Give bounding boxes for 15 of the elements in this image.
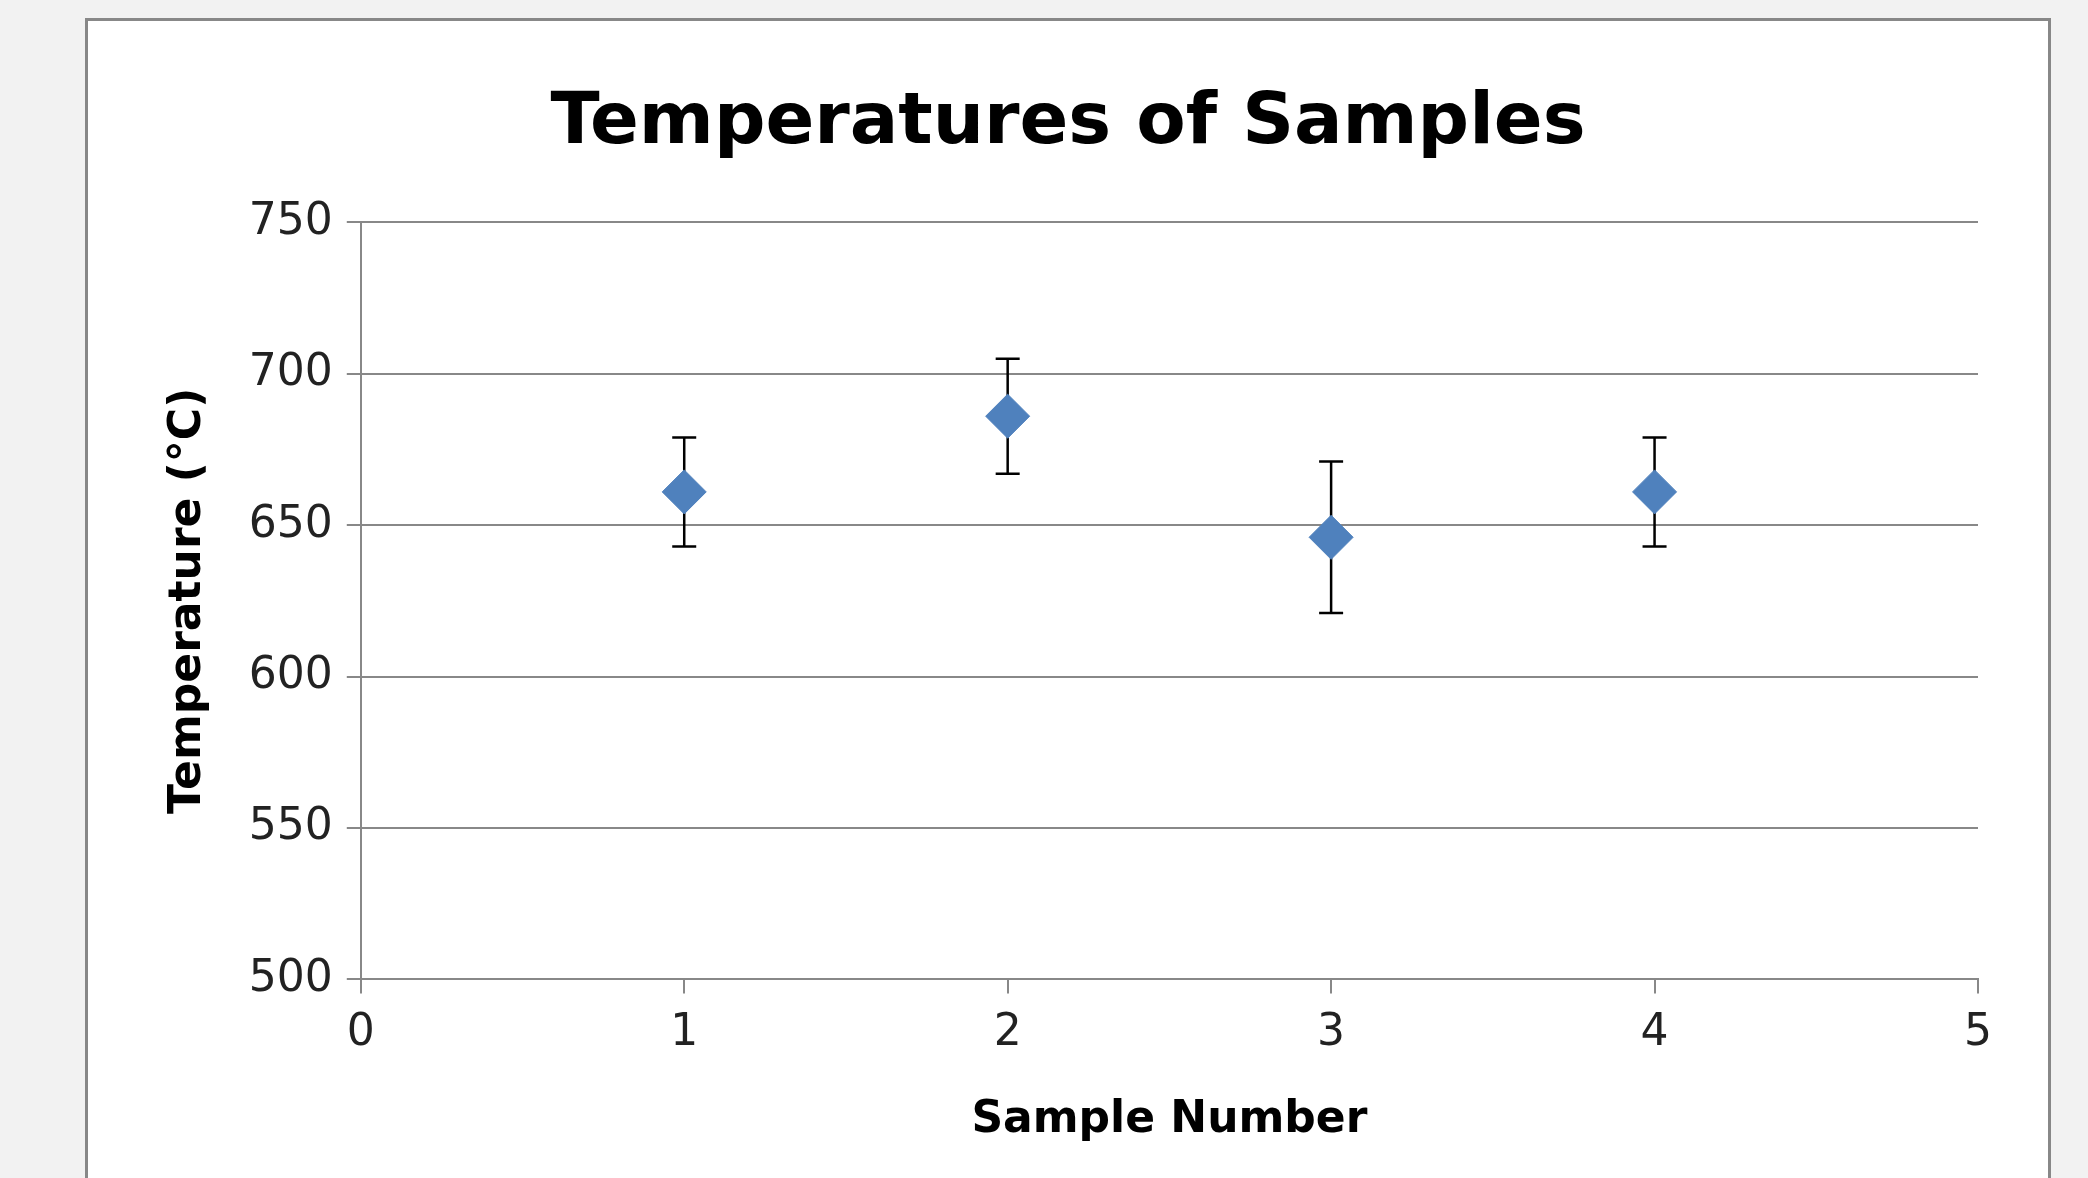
y-tick-label: 750 — [248, 192, 333, 244]
x-tick-label: 3 — [1317, 1004, 1346, 1056]
y-tick-label: 650 — [248, 495, 333, 547]
x-tick-label: 4 — [1640, 1004, 1669, 1056]
y-tick-label: 600 — [248, 647, 333, 699]
y-tick-label: 700 — [248, 344, 333, 396]
y-tick-label: 550 — [248, 798, 333, 850]
x-tick-label: 0 — [346, 1004, 375, 1056]
y-tick-label: 500 — [248, 949, 333, 1001]
x-tick-label: 1 — [670, 1004, 699, 1056]
x-axis-title: Sample Number — [971, 1091, 1368, 1143]
chart-title: Temperatures of Samples — [550, 75, 1586, 160]
x-tick-label: 2 — [993, 1004, 1022, 1056]
x-tick-label: 5 — [1964, 1004, 1992, 1056]
y-axis-title: Temperature (°C) — [158, 387, 210, 815]
